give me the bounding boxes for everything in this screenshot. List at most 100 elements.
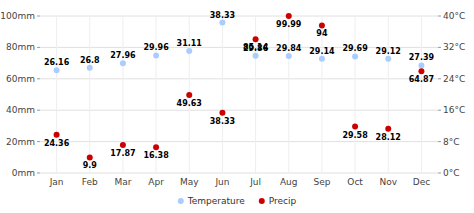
y2-tick xyxy=(438,141,441,142)
y2-tick-label: 0°C xyxy=(443,168,460,178)
x-tick-label: Jun xyxy=(214,177,229,187)
y-tick-label: 100mm xyxy=(0,11,35,21)
data-label: 64.87 xyxy=(409,75,434,84)
point xyxy=(319,56,325,62)
data-label: 26.16 xyxy=(44,58,70,67)
data-label: 29.69 xyxy=(342,44,368,53)
point xyxy=(120,142,126,148)
point xyxy=(286,13,292,19)
point xyxy=(153,144,159,150)
y-tick-label: 0mm xyxy=(12,168,35,178)
y-tick xyxy=(37,47,40,48)
x-grid-line xyxy=(222,16,223,173)
point xyxy=(120,60,126,66)
y2-tick-label: 16°C xyxy=(443,105,465,115)
y-tick-label: 40mm xyxy=(6,105,35,115)
series xyxy=(54,20,425,74)
x-tick-label: May xyxy=(180,177,199,187)
point xyxy=(87,65,93,71)
point xyxy=(186,48,192,54)
point xyxy=(418,68,424,74)
y2-tick xyxy=(438,110,441,111)
legend-item: Precip xyxy=(259,196,297,206)
y-tick xyxy=(37,78,40,79)
x-grid-line xyxy=(388,16,389,173)
marks xyxy=(54,13,425,160)
y2-tick-label: 8°C xyxy=(443,137,460,147)
point xyxy=(319,22,325,28)
x-grid-line xyxy=(355,16,356,173)
x-tick-label: Jul xyxy=(249,177,261,187)
point xyxy=(286,53,292,59)
legend-label: Temperature xyxy=(187,196,245,206)
data-label: 27.39 xyxy=(409,53,435,62)
data-label: 9.9 xyxy=(83,161,98,170)
data-label: 38.33 xyxy=(210,11,235,20)
data-label: 27.96 xyxy=(110,51,136,60)
series xyxy=(54,13,425,160)
point xyxy=(253,36,259,42)
x-tick-label: Aug xyxy=(280,177,298,187)
data-label: 94 xyxy=(316,29,328,38)
data-label: 29.14 xyxy=(309,47,335,56)
x-grid-line xyxy=(89,16,90,173)
data-label: 29.86 xyxy=(243,44,269,53)
x-grid-line xyxy=(321,16,322,173)
y2-tick xyxy=(438,78,441,79)
y-tick-label: 60mm xyxy=(6,74,35,84)
point xyxy=(219,110,225,116)
x-tick-label: Dec xyxy=(413,177,430,187)
legend-label: Precip xyxy=(269,196,297,206)
point xyxy=(87,154,93,160)
point xyxy=(253,53,259,59)
data-label: 49.63 xyxy=(177,99,202,108)
point xyxy=(352,124,358,130)
y-tick xyxy=(37,141,40,142)
data-label: 29.96 xyxy=(143,43,169,52)
grid xyxy=(40,16,438,173)
y-grid-line xyxy=(40,16,438,17)
data-label: 29.84 xyxy=(276,44,302,53)
x-grid-line xyxy=(421,16,422,173)
y-grid-line xyxy=(40,173,438,174)
data-label: 31.11 xyxy=(177,39,203,48)
data-label: 28.12 xyxy=(376,133,401,142)
y-tick-label: 80mm xyxy=(6,42,35,52)
legend: Temperature Precip xyxy=(178,196,297,206)
chart: 0mm20mm40mm60mm80mm100mm0°C8°C16°C24°C32… xyxy=(0,0,474,213)
data-label: 85.14 xyxy=(243,43,269,52)
y-tick xyxy=(37,173,40,174)
y2-tick-label: 24°C xyxy=(443,74,465,84)
x-tick-label: Apr xyxy=(148,177,164,187)
y-grid-line xyxy=(40,78,438,79)
y-tick-label: 20mm xyxy=(6,137,35,147)
x-tick-label: Oct xyxy=(347,177,363,187)
x-tick-label: Sep xyxy=(313,177,330,187)
y2-tick-label: 40°C xyxy=(443,11,465,21)
point xyxy=(186,92,192,98)
data-label: 99.99 xyxy=(276,20,302,29)
legend-swatch xyxy=(178,198,184,204)
point xyxy=(352,53,358,59)
point xyxy=(385,126,391,132)
x-tick-label: Mar xyxy=(114,177,131,187)
legend-item: Temperature xyxy=(178,196,245,206)
point xyxy=(54,67,60,73)
legend-swatch xyxy=(259,198,265,204)
data-label: 24.36 xyxy=(44,139,70,148)
data-label: 29.58 xyxy=(342,131,368,140)
x-tick-label: Jan xyxy=(49,177,64,187)
y-tick xyxy=(37,16,40,17)
data-label: 29.12 xyxy=(376,47,401,56)
data-label: 17.87 xyxy=(110,149,135,158)
y2-tick xyxy=(438,16,441,17)
y2-tick xyxy=(438,47,441,48)
point xyxy=(54,132,60,138)
point xyxy=(385,56,391,62)
y-tick xyxy=(37,110,40,111)
data-label: 38.33 xyxy=(210,117,235,126)
data-label: 16.38 xyxy=(143,151,169,160)
y-grid-line xyxy=(40,110,438,111)
point xyxy=(219,20,225,26)
point xyxy=(418,62,424,68)
